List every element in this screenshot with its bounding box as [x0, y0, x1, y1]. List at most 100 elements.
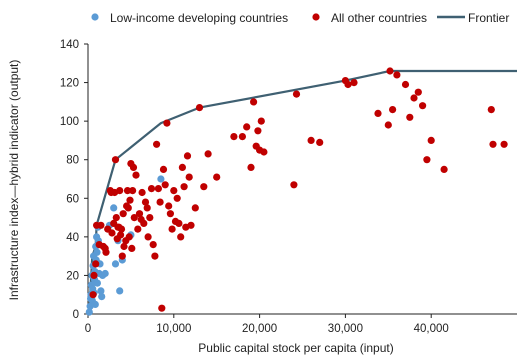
other-country-point: [410, 94, 418, 102]
other-country-point: [307, 136, 315, 144]
other-country-point: [147, 185, 156, 193]
plot-area: 0 20 40 60 80 100 120 140 0 10,000 20,000 30,000 40,…: [60, 39, 517, 335]
other-country-point: [195, 104, 204, 112]
other-country-point: [243, 123, 251, 131]
other-country-point: [316, 138, 324, 146]
other-country-point: [89, 291, 97, 299]
other-country-point: [204, 150, 212, 158]
other-country-point: [120, 242, 128, 251]
other-country-point: [213, 173, 221, 181]
other-country-point: [97, 221, 105, 229]
other-country-point: [129, 187, 137, 195]
legend-marker-low-income: [91, 13, 99, 21]
other-country-point: [238, 133, 246, 141]
other-country-point: [117, 225, 126, 233]
other-country-point: [389, 106, 397, 114]
legend-label-frontier: Frontier: [468, 11, 509, 25]
low-income-point: [97, 287, 105, 295]
other-country-point: [440, 165, 448, 173]
other-country-point: [124, 204, 132, 212]
other-country-point: [178, 163, 186, 171]
other-country-point: [257, 117, 265, 125]
other-country-point: [129, 163, 138, 171]
legend-label-other: All other countries: [331, 11, 427, 25]
other-country-point: [401, 80, 410, 89]
y-tick-label: 20: [66, 270, 79, 282]
other-country-point: [134, 225, 142, 233]
other-country-point: [168, 225, 176, 233]
other-country-point: [143, 204, 151, 212]
other-country-point: [151, 252, 159, 260]
other-country-point: [119, 210, 127, 218]
other-country-point: [414, 88, 422, 96]
y-tick-label: 80: [66, 155, 79, 167]
low-income-point: [93, 248, 101, 256]
other-country-point: [423, 156, 431, 164]
other-country-point: [144, 233, 152, 241]
other-country-point: [165, 202, 173, 210]
other-country-point: [149, 241, 157, 249]
other-country-point: [427, 136, 435, 144]
other-country-point: [118, 252, 126, 260]
other-country-point: [260, 148, 268, 156]
other-country-point: [344, 80, 352, 89]
other-country-point: [180, 183, 188, 191]
other-country-point: [187, 221, 195, 229]
other-country-point: [126, 196, 134, 204]
other-country-point: [111, 156, 120, 164]
other-country-point: [290, 181, 298, 189]
other-country-point: [92, 260, 100, 268]
x-tick-label: 30,000: [328, 323, 363, 335]
other-country-point: [140, 219, 148, 227]
other-country-point: [419, 102, 427, 110]
other-country-point: [393, 71, 401, 79]
other-country-point: [247, 163, 255, 171]
other-country-point: [154, 185, 162, 193]
other-country-point: [112, 214, 120, 222]
other-country-point: [166, 210, 174, 218]
other-country-point: [130, 214, 138, 222]
low-income-point: [98, 293, 106, 301]
other-country-point: [116, 187, 124, 195]
y-axis-label: Infrastructure index—hybrid indicator (o…: [7, 60, 21, 301]
x-tick-label: 10,000: [156, 323, 191, 335]
x-axis-label: Public capital stock per capita (input): [198, 341, 393, 355]
x-tick-label: 40,000: [414, 323, 449, 335]
other-country-point: [191, 204, 199, 212]
y-tick-label: 120: [60, 78, 79, 90]
other-country-point: [374, 109, 382, 117]
other-country-point: [170, 187, 178, 195]
legend-label-low-income: Low-income developing countries: [110, 11, 288, 25]
low-income-point: [85, 308, 93, 316]
frontier-line: [87, 69, 517, 315]
y-tick-label: 0: [73, 309, 79, 321]
other-country-point: [406, 113, 414, 121]
low-income-point: [91, 300, 99, 308]
other-country-point: [185, 173, 193, 181]
other-country-point: [177, 233, 185, 241]
other-country-point: [350, 79, 358, 87]
other-country-point: [125, 233, 133, 241]
other-country-point: [102, 248, 110, 256]
other-country-point: [156, 198, 164, 206]
other-country-point: [175, 219, 183, 227]
other-country-point: [135, 210, 144, 218]
low-income-point: [101, 269, 109, 278]
low-income-point: [111, 260, 120, 268]
legend: Low-income developing countries All othe…: [91, 11, 509, 25]
other-country-point: [159, 165, 168, 173]
other-country-point: [128, 244, 136, 252]
y-tick-label: 60: [66, 193, 79, 205]
other-country-point: [132, 171, 140, 179]
y-tick-label: 140: [60, 39, 79, 51]
other-country-point: [183, 152, 192, 160]
other-country-point: [200, 183, 208, 191]
low-income-point: [93, 279, 101, 287]
x-tick-label: 0: [85, 323, 91, 335]
other-country-point: [487, 106, 495, 114]
other-country-point: [386, 67, 394, 75]
x-tick-label: 20,000: [242, 323, 277, 335]
other-country-point: [292, 90, 301, 98]
other-country-point: [230, 133, 238, 141]
low-income-point: [110, 204, 118, 212]
